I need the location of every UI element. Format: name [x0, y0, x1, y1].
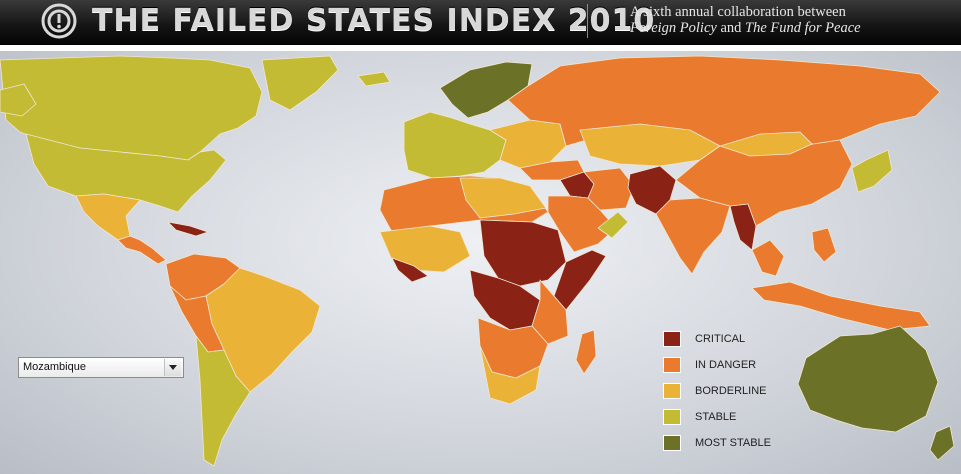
header-tagline: A sixth annual collaboration between For…: [630, 4, 950, 36]
chevron-down-icon: [169, 365, 177, 370]
region-alaska[interactable]: [0, 83, 37, 117]
legend-item-most-stable: MOST STABLE: [663, 435, 803, 461]
legend-swatch-borderline: [663, 383, 681, 399]
country-select-value: Mozambique: [23, 361, 86, 373]
legend-swatch-stable: [663, 409, 681, 425]
region-usa[interactable]: [25, 133, 227, 213]
header-banner: THE FAILED STATES INDEX 2010 A sixth ann…: [0, 0, 961, 45]
country-select-button[interactable]: [164, 359, 181, 376]
tagline-line-1: A sixth annual collaboration between: [630, 4, 846, 20]
legend-label-most-stable: MOST STABLE: [695, 437, 772, 449]
header-gap: [0, 45, 961, 51]
world-map: [0, 51, 961, 474]
region-sudan-chad[interactable]: [479, 219, 567, 287]
target-logo-icon: [41, 3, 77, 39]
tagline-and: and: [716, 20, 746, 36]
legend-swatch-critical: [663, 331, 681, 347]
region-russia[interactable]: [507, 55, 941, 151]
legend-item-borderline: BORDERLINE: [663, 383, 803, 409]
tagline-foreign-policy: Foreign Policy: [630, 20, 717, 36]
country-select[interactable]: Mozambique: [18, 357, 184, 378]
region-madagascar[interactable]: [575, 329, 597, 375]
legend: CRITICAL IN DANGER BORDERLINE STABLE MOS…: [663, 331, 803, 461]
tagline-fund-for-peace: The Fund for Peace: [745, 20, 861, 36]
region-philippines[interactable]: [811, 227, 837, 263]
legend-label-stable: STABLE: [695, 411, 737, 423]
region-australia[interactable]: [797, 325, 939, 433]
region-mongolia[interactable]: [719, 131, 813, 157]
region-southern-cone[interactable]: [195, 335, 251, 467]
legend-label-in-danger: IN DANGER: [695, 359, 757, 371]
region-india[interactable]: [655, 197, 731, 275]
legend-label-critical: CRITICAL: [695, 333, 746, 345]
region-iceland[interactable]: [357, 71, 391, 87]
region-western-europe[interactable]: [403, 111, 507, 179]
region-arabia[interactable]: [547, 195, 617, 253]
region-south-africa[interactable]: [479, 345, 541, 405]
tagline-line-2: Foreign Policy and The Fund for Peace: [630, 20, 950, 36]
region-central-america[interactable]: [117, 235, 167, 265]
world-map-svg: [0, 55, 955, 467]
region-yemen[interactable]: [597, 211, 629, 239]
region-korea-japan[interactable]: [851, 149, 893, 193]
header-divider: [587, 4, 588, 38]
region-greenland[interactable]: [261, 55, 339, 111]
region-iran[interactable]: [583, 167, 635, 211]
legend-item-critical: CRITICAL: [663, 331, 803, 357]
region-sahel-critical[interactable]: [391, 257, 429, 283]
region-new-zealand[interactable]: [929, 425, 955, 461]
region-west-africa[interactable]: [379, 225, 471, 273]
legend-item-stable: STABLE: [663, 409, 803, 435]
legend-item-in-danger: IN DANGER: [663, 357, 803, 383]
region-southeast-asia[interactable]: [751, 239, 785, 277]
legend-swatch-most-stable: [663, 435, 681, 451]
region-mexico[interactable]: [75, 193, 141, 241]
page-title: THE FAILED STATES INDEX 2010: [92, 3, 656, 38]
region-libya-egypt[interactable]: [459, 177, 547, 219]
legend-swatch-in-danger: [663, 357, 681, 373]
legend-label-borderline: BORDERLINE: [695, 385, 767, 397]
region-indonesia[interactable]: [751, 281, 931, 331]
region-caribbean[interactable]: [167, 221, 209, 237]
